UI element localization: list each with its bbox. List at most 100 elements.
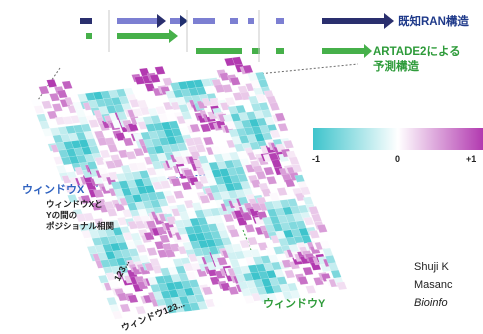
color-scale-mid-label: 0 xyxy=(395,154,401,164)
landscape-cell xyxy=(308,205,320,215)
predicted-structure-legend-label-line1: ARTADE2による xyxy=(373,46,461,58)
annotation-line2: Yの間の xyxy=(46,210,78,220)
landscape-cell xyxy=(288,156,300,166)
landscape-cell xyxy=(159,180,171,189)
track-legend xyxy=(80,10,394,62)
landscape-cell xyxy=(154,168,166,178)
landscape-cell xyxy=(255,170,267,180)
track-dividers xyxy=(108,10,260,62)
landscape-cell xyxy=(127,294,139,304)
window-x-label: ウィンドウX xyxy=(22,184,85,196)
landscape-cell xyxy=(284,269,296,279)
landscape-cell xyxy=(146,247,158,256)
landscape-cell xyxy=(224,96,236,106)
landscape-cell xyxy=(165,113,177,122)
landscape-cell xyxy=(277,122,289,132)
landscape-cell xyxy=(149,74,161,83)
landscape-cell xyxy=(122,137,134,147)
predicted-structure-legend-label-line2: 予測構造 xyxy=(373,61,419,73)
landscape-cell xyxy=(302,266,314,276)
landscape-cell xyxy=(99,149,111,159)
landscape-cell xyxy=(263,166,275,176)
landscape-cell xyxy=(38,85,50,95)
predicted-structure-track xyxy=(86,29,372,58)
landscape-cell xyxy=(197,301,209,310)
landscape-cell xyxy=(271,159,283,168)
color-scale-max-label: +1 xyxy=(466,154,477,164)
color-scale-bar xyxy=(313,128,483,150)
landscape-cell xyxy=(201,286,213,296)
landscape-cell xyxy=(291,163,303,173)
landscape-cell xyxy=(181,181,193,191)
known-structure-track xyxy=(80,13,394,29)
landscape-cell xyxy=(289,290,301,299)
landscape-cell xyxy=(243,295,255,304)
landscape-cell xyxy=(266,292,278,302)
annotation-line1: ウィンドウXと xyxy=(46,199,103,209)
landscape-cell xyxy=(165,194,177,204)
landscape-cell xyxy=(189,123,201,133)
landscape-cell xyxy=(239,239,251,249)
landscape-cell xyxy=(80,194,92,204)
landscape-cell xyxy=(154,66,166,75)
landscape-cell xyxy=(62,116,74,125)
landscape-cell xyxy=(227,286,239,296)
color-scale-min-label: -1 xyxy=(312,154,321,164)
landscape-cell xyxy=(297,276,309,285)
landscape-cell xyxy=(131,108,143,117)
landscape-cell xyxy=(200,123,212,133)
landscape-cell xyxy=(283,140,295,149)
window-y-label: ウィンドウY xyxy=(263,298,326,310)
landscape-cell xyxy=(56,89,68,99)
landscape-cell xyxy=(299,186,311,196)
landscape-cell xyxy=(199,194,211,204)
landscape-cell xyxy=(268,192,280,202)
citation-line3: Bioinfo xyxy=(414,297,448,309)
correlation-landscape xyxy=(30,56,348,320)
landscape-cell xyxy=(33,105,45,114)
landscape-cell xyxy=(83,212,95,222)
landscape-cell xyxy=(61,80,73,90)
landscape-cell xyxy=(125,150,137,160)
landscape-cell xyxy=(39,120,51,130)
landscape-cell xyxy=(216,256,228,266)
citation-line2: Masanc xyxy=(414,279,453,291)
landscape-cell xyxy=(173,190,185,200)
annotation-line3: ポジショナル相関 xyxy=(46,221,115,231)
landscape-cell xyxy=(88,119,100,128)
landscape-cell xyxy=(170,177,182,187)
landscape-cell xyxy=(46,78,58,88)
landscape-cell xyxy=(111,310,123,320)
landscape-cell xyxy=(195,144,207,153)
landscape-cell xyxy=(311,213,323,223)
landscape-cell xyxy=(269,129,281,139)
landscape-cell xyxy=(330,269,342,279)
landscape-cell xyxy=(221,84,233,93)
landscape-cell xyxy=(255,93,267,103)
landscape-cell xyxy=(155,105,167,115)
landscape-cell xyxy=(135,305,147,315)
landscape-cell xyxy=(322,247,334,257)
landscape-cell xyxy=(218,145,230,154)
landscape-cell xyxy=(229,76,241,86)
landscape-cell xyxy=(266,175,278,185)
landscape-cell xyxy=(136,162,148,171)
landscape-cell xyxy=(244,224,256,233)
landscape-cell xyxy=(303,216,315,226)
landscape-cell xyxy=(106,208,118,217)
landscape-cell xyxy=(336,281,348,291)
landscape-cell xyxy=(191,202,203,211)
landscape-cell xyxy=(302,196,314,206)
landscape-cell xyxy=(49,92,61,102)
landscape-cell xyxy=(284,178,296,188)
landscape-cell xyxy=(135,244,147,253)
landscape-cell xyxy=(51,103,63,112)
landscape-cell xyxy=(247,236,259,246)
citation-line1: Shuji K xyxy=(414,261,449,273)
landscape-cell xyxy=(305,285,317,294)
known-structure-legend-label: 既知RAN構造 xyxy=(398,16,469,28)
landscape-cell xyxy=(93,189,105,198)
landscape-cell xyxy=(276,187,288,196)
